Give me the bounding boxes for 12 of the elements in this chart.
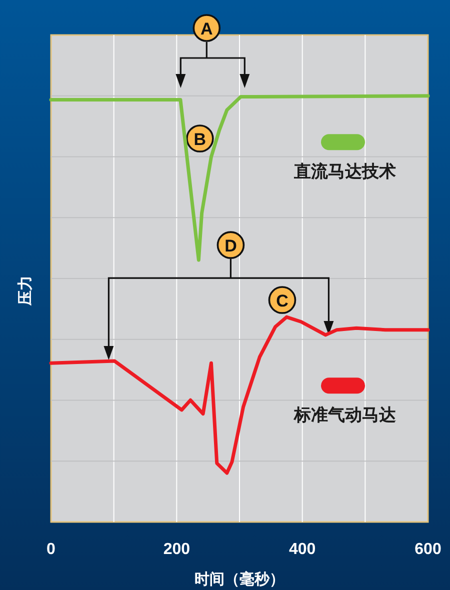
legend-label: 标准气动马达 [293,406,397,425]
x-tick-label: 0 [46,541,56,558]
x-axis-title: 时间（毫秒） [194,570,284,588]
annotation: C [276,292,288,311]
annotation: D [224,236,237,256]
x-tick-label: 400 [288,541,316,558]
x-tick-label: 200 [163,541,190,558]
x-tick-label: 600 [414,541,442,558]
annotation: B [194,130,206,150]
legend-label: 直流马达技术 [293,162,396,182]
text: A [200,20,213,38]
y-axis-title: 压力 [17,276,34,306]
